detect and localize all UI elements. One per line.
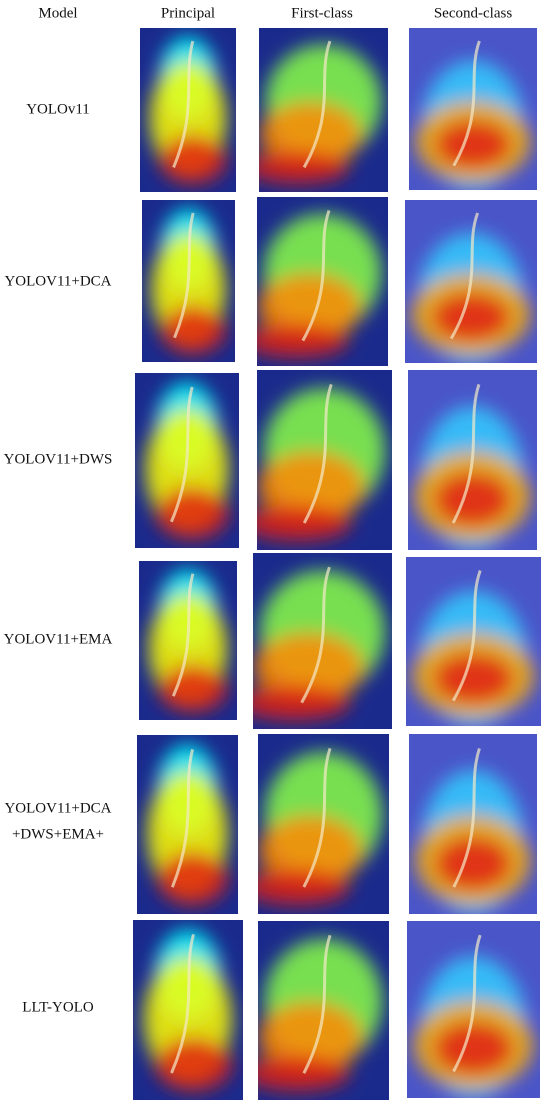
heatmap-image <box>258 921 389 1100</box>
heatmap-blob <box>258 869 350 905</box>
heatmap-image <box>405 200 537 363</box>
model-label: YOLOv11 <box>26 101 90 117</box>
heatmap-blob <box>258 1001 363 1074</box>
heatmap-blob <box>253 685 351 721</box>
heatmap-image <box>253 553 392 729</box>
heatmap-blob <box>257 273 362 341</box>
heatmap-image <box>407 921 540 1098</box>
heatmap-blob <box>259 101 363 168</box>
heatmap-blobs <box>413 956 534 1098</box>
heatmap-blobs <box>411 232 531 363</box>
heatmap-blob <box>434 836 512 891</box>
ginseng-root <box>173 212 195 339</box>
column-header: Model <box>38 5 77 21</box>
heatmap-blob <box>160 305 226 354</box>
heatmap-blob <box>253 632 365 703</box>
heatmap-blob <box>159 134 227 184</box>
heatmap-blob <box>431 292 511 342</box>
heatmap-image <box>140 28 236 192</box>
heatmap-blobs <box>415 60 531 190</box>
heatmap-blob <box>257 451 365 523</box>
heatmap-image <box>257 197 388 366</box>
ginseng-root <box>451 383 481 524</box>
heatmap-blob <box>155 1037 232 1091</box>
heatmap-image <box>257 370 392 550</box>
ginseng-root <box>170 933 195 1074</box>
heatmap-blob <box>259 151 350 184</box>
column-header: Second-class <box>434 5 512 21</box>
ginseng-root <box>452 934 482 1073</box>
model-label: YOLOV11+DWS <box>4 451 113 467</box>
ginseng-root <box>170 386 194 523</box>
ginseng-root <box>301 210 331 342</box>
heatmap-blobs <box>415 770 531 914</box>
ginseng-root <box>451 570 482 702</box>
heatmap-image <box>139 561 237 720</box>
heatmap-blob <box>158 664 228 713</box>
heatmap-image <box>135 373 239 548</box>
model-label: YOLOV11+DCA <box>4 800 111 816</box>
heatmap-image <box>142 200 235 362</box>
ginseng-root <box>302 383 333 524</box>
column-header: First-class <box>291 5 353 21</box>
ginseng-root <box>452 747 481 888</box>
heatmap-image <box>137 735 238 914</box>
heatmap-image <box>409 28 537 190</box>
heatmap-image <box>409 734 537 914</box>
heatmap-image <box>259 28 388 192</box>
model-label: YOLOV11+DCA <box>4 273 111 289</box>
heatmap-blob <box>258 815 363 887</box>
ginseng-root <box>172 40 195 168</box>
model-label: YOLOV11+EMA <box>4 631 113 647</box>
column-header: Principal <box>161 5 215 21</box>
ginseng-root <box>171 573 195 697</box>
ginseng-root <box>302 747 332 888</box>
heatmap-blob <box>433 653 514 705</box>
ginseng-root <box>302 934 332 1074</box>
ginseng-root <box>449 212 480 340</box>
ginseng-root <box>302 40 332 169</box>
heatmap-image <box>406 557 541 726</box>
heatmap-blob <box>433 1021 514 1075</box>
heatmap-blob <box>257 323 349 358</box>
heatmap-blobs <box>414 406 531 550</box>
ginseng-root <box>170 748 195 888</box>
ginseng-root <box>452 40 481 167</box>
heatmap-image <box>133 920 243 1100</box>
heatmap-blob <box>155 486 229 540</box>
heatmap-image <box>408 370 537 550</box>
model-label: +DWS+EMA+ <box>12 826 104 842</box>
heatmap-blob <box>257 505 352 541</box>
heatmap-blob <box>258 1055 350 1092</box>
heatmap-blob <box>434 120 512 169</box>
heatmap-blobs <box>412 590 535 726</box>
ginseng-root <box>300 566 331 704</box>
model-label: LLT-YOLO <box>22 999 94 1015</box>
heatmap-image <box>258 734 389 914</box>
heatmap-blob <box>433 472 512 527</box>
heatmap-blob <box>157 851 228 906</box>
heatmap-blobs <box>144 929 232 1091</box>
